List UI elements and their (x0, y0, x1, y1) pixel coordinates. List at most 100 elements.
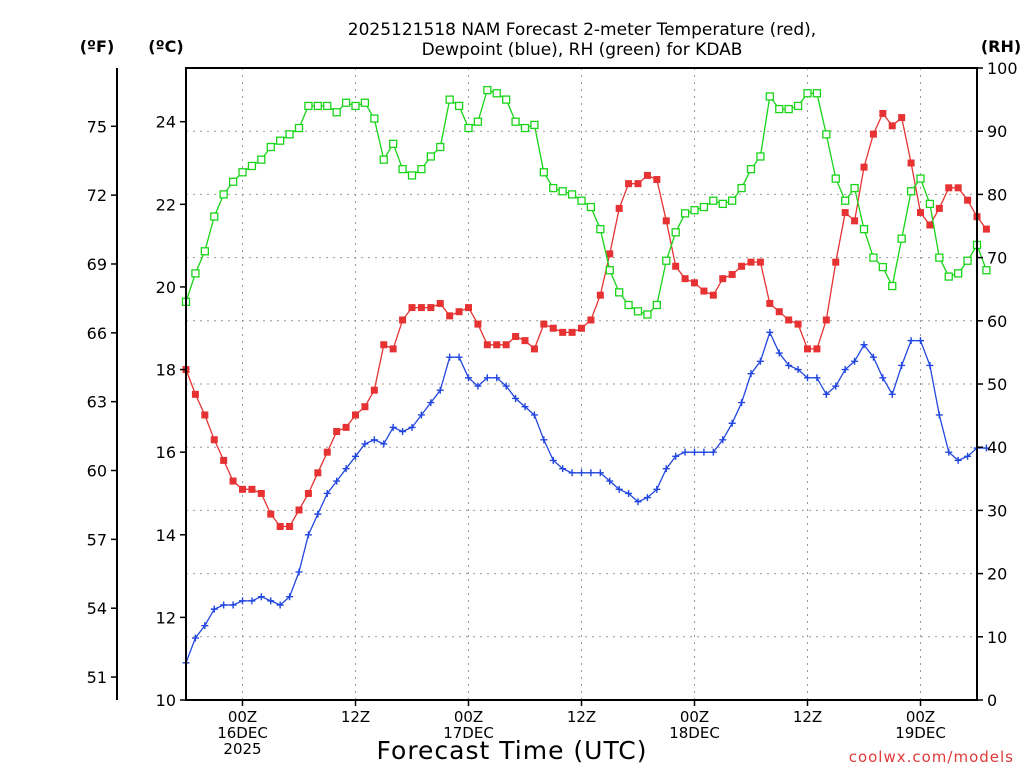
fahrenheit-axis-label: (ºF) (80, 37, 115, 56)
temperature-point (521, 337, 529, 345)
rh-point (313, 101, 322, 111)
dewpoint-point (465, 374, 472, 382)
x-tick-label: 00Z (454, 708, 483, 726)
dewpoint-point (483, 374, 491, 382)
dewpoint-point (954, 456, 962, 464)
x-axis-label: Forecast Time (UTC) (377, 736, 648, 765)
rh-point (436, 142, 445, 152)
rh-point (746, 164, 756, 174)
rh-tick-label: 100 (987, 59, 1018, 78)
temperature-point (766, 299, 774, 307)
dewpoint-point (662, 465, 670, 473)
rh-point (276, 136, 285, 145)
rh-point (822, 130, 831, 139)
dewpoint-point (417, 411, 425, 419)
rh-point (219, 190, 228, 199)
dewpoint-point (860, 341, 868, 349)
rh-point (285, 130, 294, 139)
temperature-point (295, 506, 303, 514)
fahrenheit-tick-label: 57 (87, 530, 107, 549)
temperature-point (587, 316, 595, 324)
dewpoint-point (775, 349, 783, 357)
temperature-point (559, 328, 567, 336)
temperature-point (606, 250, 614, 258)
dewpoint-point (446, 353, 454, 361)
rh-point (812, 89, 822, 98)
dewpoint-point (728, 419, 736, 427)
rh-point (633, 307, 643, 316)
temperature-point (775, 308, 783, 316)
dewpoint-point (738, 399, 746, 407)
temperature-point (756, 258, 764, 266)
rh-point (502, 95, 511, 104)
temperature-point (898, 114, 906, 122)
dewpoint-point (813, 374, 821, 382)
celsius-tick-label: 14 (156, 526, 176, 545)
rh-point (662, 256, 671, 265)
temperature-point (681, 275, 689, 283)
dewpoint-point (304, 531, 312, 539)
dewpoint-point (643, 494, 651, 502)
dewpoint-point (747, 370, 755, 378)
celsius-tick-label: 12 (156, 608, 176, 627)
temperature-point (860, 163, 868, 171)
temperature-point (728, 271, 736, 279)
rh-point (944, 272, 953, 281)
x-tick-label: 12Z (341, 708, 370, 726)
temperature-point (512, 332, 520, 340)
rh-point (351, 101, 360, 111)
series-layer (181, 85, 991, 667)
temperature-point (964, 196, 972, 204)
dewpoint-point (982, 444, 990, 452)
temperature-point (370, 386, 378, 394)
temperature-point (389, 345, 397, 353)
rh-point (341, 98, 351, 107)
temperature-point (738, 262, 746, 270)
rh-tick-label: 80 (987, 185, 1007, 204)
dewpoint-point (869, 353, 877, 361)
dewpoint-point (794, 366, 802, 374)
rh-tick-label: 70 (987, 249, 1007, 268)
rh-point (398, 164, 407, 174)
rh-point (257, 155, 266, 164)
rh-point (294, 123, 304, 133)
dewpoint-point (239, 597, 246, 605)
temperature-point (662, 217, 670, 225)
rh-point (511, 117, 520, 126)
dewpoint-series (182, 328, 990, 667)
rh-point (728, 196, 737, 205)
dewpoint-point (634, 498, 642, 506)
rh-point (266, 142, 275, 152)
fahrenheit-tick-label: 66 (87, 324, 107, 343)
temperature-point (926, 221, 934, 229)
dewpoint-point (427, 399, 435, 407)
temperature-point (201, 411, 209, 419)
dewpoint-point (672, 452, 680, 460)
celsius-tick-label: 16 (156, 443, 176, 462)
dewpoint-point (436, 386, 444, 394)
dewpoint-point (888, 390, 896, 398)
temperature-point (568, 328, 576, 336)
dewpoint-point (314, 510, 322, 518)
dewpoint-point (389, 423, 397, 431)
dewpoint-point (210, 605, 218, 613)
dewpoint-point (568, 469, 576, 477)
temperature-point (352, 411, 359, 419)
temperature-point (257, 489, 265, 497)
dewpoint-point (370, 436, 378, 444)
rh-point (643, 310, 652, 319)
rh-point (699, 202, 709, 212)
temperature-point (380, 341, 388, 349)
dewpoint-point (625, 489, 633, 497)
dewpoint-point (964, 452, 972, 460)
temperature-point (502, 341, 510, 349)
dewpoint-point (917, 337, 924, 345)
dewpoint-point (455, 353, 463, 361)
x-tick-label: 17DEC (443, 724, 494, 742)
temperature-point (239, 485, 246, 493)
rh-point (445, 95, 454, 104)
x-tick-label: 19DEC (895, 724, 946, 742)
dewpoint-point (822, 390, 830, 398)
rh-tick-label: 10 (987, 628, 1007, 647)
dewpoint-point (229, 601, 237, 609)
